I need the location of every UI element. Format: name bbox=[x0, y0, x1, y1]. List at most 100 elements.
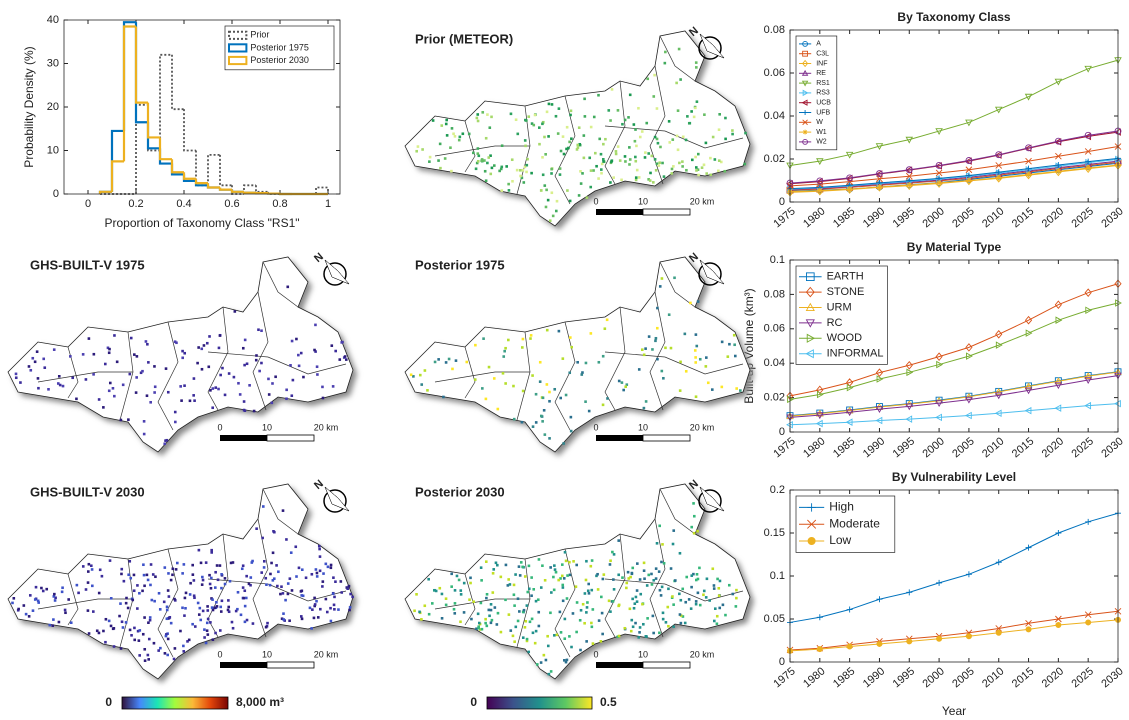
histogram-step bbox=[218, 187, 232, 191]
map-cell bbox=[700, 166, 704, 169]
map-cell bbox=[438, 586, 442, 590]
map-cell bbox=[565, 658, 569, 662]
y-tick-label: 0.2 bbox=[770, 484, 785, 496]
marker bbox=[1084, 65, 1092, 73]
map-cell bbox=[472, 600, 476, 603]
map-cell bbox=[220, 586, 223, 590]
marker bbox=[965, 157, 973, 164]
map-cell bbox=[678, 592, 681, 596]
marker bbox=[936, 579, 943, 586]
map-cell bbox=[192, 594, 196, 598]
map-cell bbox=[227, 599, 230, 602]
marker bbox=[995, 341, 1003, 349]
map-cell bbox=[569, 336, 572, 339]
legend-label: Low bbox=[829, 533, 851, 547]
map-cell bbox=[574, 585, 578, 588]
map-cell bbox=[204, 641, 208, 645]
map-cell bbox=[487, 608, 491, 612]
map-cell bbox=[499, 167, 503, 171]
map-cell bbox=[219, 605, 223, 609]
map-cell bbox=[200, 347, 204, 351]
map-cell bbox=[502, 355, 506, 358]
map-cell bbox=[157, 591, 161, 595]
map-cell bbox=[698, 603, 702, 607]
marker bbox=[1025, 157, 1032, 165]
map-cell bbox=[723, 169, 727, 173]
map-cell bbox=[318, 547, 321, 551]
marker bbox=[802, 41, 808, 47]
map-cell bbox=[200, 367, 204, 371]
map-cell bbox=[214, 586, 217, 589]
map-cell bbox=[172, 657, 176, 661]
map-cell bbox=[512, 384, 515, 388]
map-cell bbox=[326, 565, 330, 569]
map-cell bbox=[146, 653, 150, 657]
map-cell bbox=[694, 356, 697, 359]
map-cell bbox=[677, 47, 681, 51]
map-cell bbox=[415, 149, 418, 153]
map-cell bbox=[148, 618, 152, 622]
map-cell bbox=[487, 365, 491, 369]
map-cell bbox=[713, 158, 717, 161]
map-cell bbox=[514, 573, 517, 576]
map-cell bbox=[143, 616, 146, 619]
map-cell bbox=[218, 564, 222, 567]
map-cell bbox=[255, 354, 258, 357]
map-cell bbox=[622, 388, 625, 392]
map-cell bbox=[164, 367, 168, 370]
map-cell bbox=[281, 592, 285, 595]
map-border bbox=[604, 351, 744, 375]
map-cell bbox=[313, 603, 317, 606]
map-cell bbox=[618, 159, 622, 162]
map-cell bbox=[628, 158, 632, 161]
map-cell bbox=[476, 147, 480, 150]
map-cell bbox=[490, 115, 493, 119]
map-cell bbox=[487, 156, 491, 159]
legend-box bbox=[795, 265, 888, 365]
map-cell bbox=[693, 349, 697, 352]
marker bbox=[806, 272, 815, 282]
map-cell bbox=[683, 332, 687, 336]
map-cell bbox=[113, 334, 116, 337]
map-cell bbox=[477, 626, 480, 630]
map-cell bbox=[681, 165, 684, 168]
map-cell bbox=[154, 575, 157, 579]
x-tick-label: 1 bbox=[325, 198, 331, 210]
map-cell bbox=[191, 563, 194, 567]
map-cell bbox=[209, 389, 212, 392]
map-cell bbox=[243, 604, 247, 608]
map-cell bbox=[233, 310, 237, 313]
map-cell bbox=[544, 153, 547, 156]
map-cell bbox=[637, 106, 640, 110]
map-cell bbox=[735, 387, 738, 390]
map-cell bbox=[635, 600, 639, 603]
marker bbox=[1055, 152, 1062, 160]
marker bbox=[965, 166, 973, 174]
map-cell bbox=[239, 613, 243, 617]
map-cell bbox=[612, 588, 616, 591]
map-cell bbox=[692, 115, 696, 119]
map-cell bbox=[442, 395, 445, 399]
map-cell bbox=[557, 578, 560, 582]
map-cell bbox=[563, 617, 567, 621]
map-cell bbox=[672, 603, 675, 606]
map-cell bbox=[585, 611, 588, 614]
map-cell bbox=[315, 571, 319, 575]
map-cell bbox=[144, 340, 148, 343]
map-cell bbox=[647, 152, 650, 155]
map-cell bbox=[318, 555, 322, 558]
colorbar-label: 0.5 bbox=[600, 695, 617, 709]
map-cell bbox=[705, 577, 709, 581]
marker bbox=[1055, 316, 1063, 324]
x-tick-label: 0.4 bbox=[176, 198, 191, 210]
map-cell bbox=[609, 181, 612, 184]
map-cell bbox=[35, 350, 39, 353]
map-cell bbox=[597, 177, 600, 180]
map-cell bbox=[236, 607, 239, 611]
map-cell bbox=[539, 586, 543, 589]
legend-marker bbox=[807, 536, 816, 546]
map-cell bbox=[550, 172, 553, 175]
map-cell bbox=[146, 342, 149, 346]
map-cell bbox=[669, 346, 673, 350]
map-border bbox=[604, 533, 626, 638]
